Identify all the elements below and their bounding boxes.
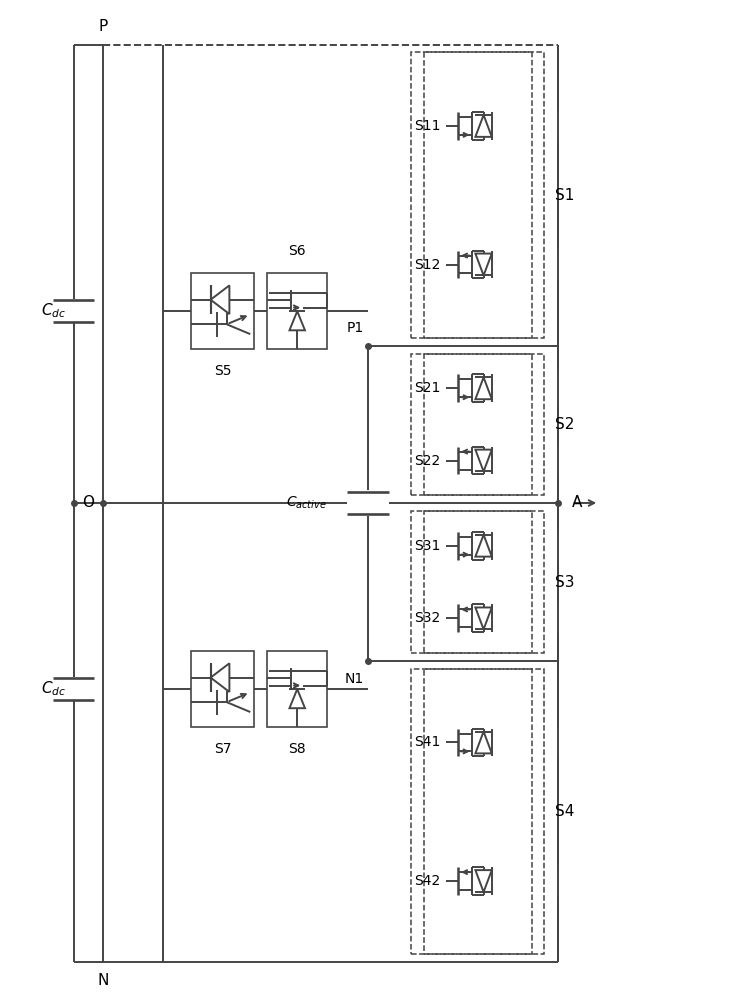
Text: S22: S22 bbox=[414, 454, 440, 468]
Polygon shape bbox=[475, 254, 492, 275]
Polygon shape bbox=[475, 607, 492, 629]
Bar bbox=[192, 273, 254, 349]
Text: $C_{dc}$: $C_{dc}$ bbox=[41, 680, 66, 698]
Text: S7: S7 bbox=[214, 742, 231, 756]
Text: S8: S8 bbox=[288, 742, 306, 756]
Text: P: P bbox=[99, 19, 108, 34]
Text: S2: S2 bbox=[555, 417, 575, 432]
Bar bbox=[412, 52, 544, 338]
Bar bbox=[192, 651, 254, 727]
Text: A: A bbox=[572, 495, 582, 510]
Text: $C_{active}$: $C_{active}$ bbox=[286, 495, 327, 511]
Text: S6: S6 bbox=[288, 244, 306, 258]
Bar bbox=[267, 273, 327, 349]
Text: S5: S5 bbox=[214, 364, 231, 378]
Polygon shape bbox=[210, 285, 229, 314]
Bar bbox=[267, 651, 327, 727]
Polygon shape bbox=[210, 663, 229, 692]
Text: S31: S31 bbox=[414, 539, 440, 553]
Text: S21: S21 bbox=[414, 381, 440, 395]
Polygon shape bbox=[475, 450, 492, 471]
Bar bbox=[412, 511, 544, 653]
Text: S1: S1 bbox=[555, 188, 575, 203]
Polygon shape bbox=[475, 115, 492, 137]
Text: O: O bbox=[83, 495, 95, 510]
Bar bbox=[412, 669, 544, 954]
Bar bbox=[424, 354, 532, 495]
Text: S11: S11 bbox=[414, 119, 440, 133]
Text: S41: S41 bbox=[414, 735, 440, 749]
Text: P1: P1 bbox=[347, 321, 364, 335]
Bar bbox=[424, 511, 532, 653]
Polygon shape bbox=[475, 377, 492, 399]
Text: $C_{dc}$: $C_{dc}$ bbox=[41, 302, 66, 320]
Text: S3: S3 bbox=[555, 575, 575, 590]
Text: N: N bbox=[98, 973, 109, 988]
Polygon shape bbox=[289, 689, 305, 708]
Polygon shape bbox=[289, 311, 305, 330]
Bar bbox=[424, 669, 532, 954]
Bar bbox=[424, 52, 532, 338]
Bar bbox=[412, 354, 544, 495]
Text: S42: S42 bbox=[414, 874, 440, 888]
Polygon shape bbox=[475, 870, 492, 892]
Polygon shape bbox=[475, 535, 492, 557]
Text: S12: S12 bbox=[414, 258, 440, 272]
Text: S4: S4 bbox=[555, 804, 575, 819]
Text: S32: S32 bbox=[414, 611, 440, 625]
Text: N1: N1 bbox=[345, 672, 364, 686]
Polygon shape bbox=[475, 732, 492, 753]
